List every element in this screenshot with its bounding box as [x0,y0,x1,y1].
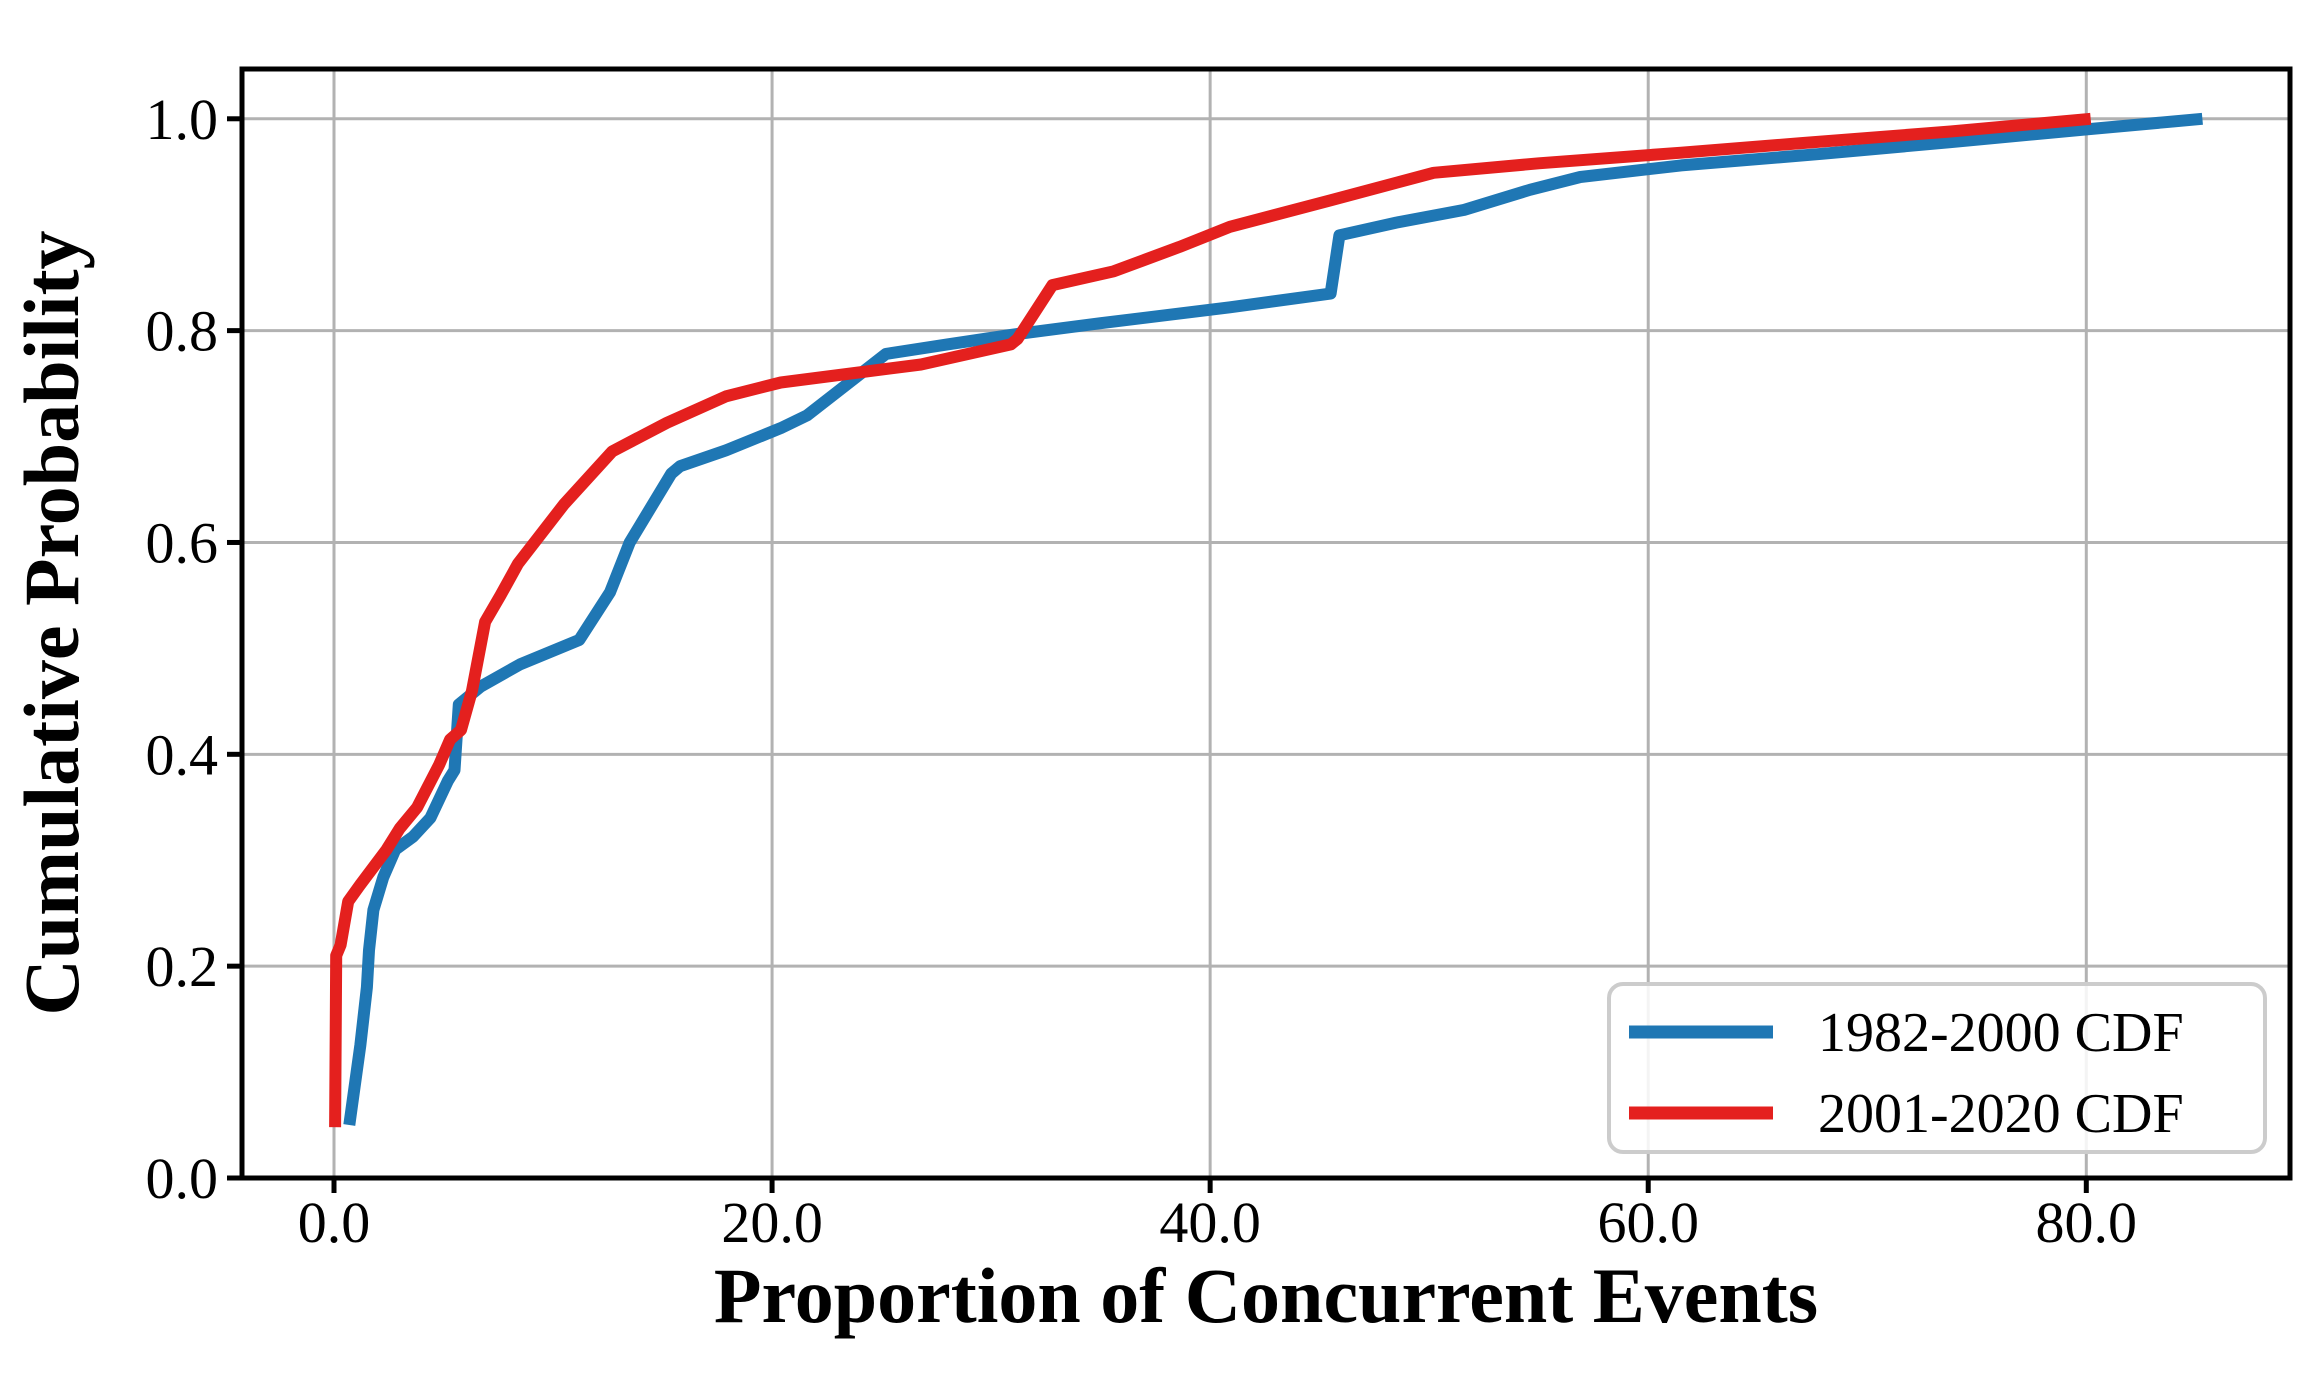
y-tick-label: 0.8 [146,299,219,364]
x-tick-label: 20.0 [721,1190,823,1255]
axis-ticks [227,116,2089,1193]
legend-label-2001-2020: 2001-2020 CDF [1818,1083,2184,1145]
plot-border [239,66,2293,1181]
plot-series [329,112,2203,1128]
y-tick-label: 0.0 [146,1146,219,1211]
y-tick-label: 1.0 [146,87,219,152]
y-tick-label: 0.2 [146,934,219,999]
tick-labels: 0.0 20.0 40.0 60.0 80.0 0.0 0.2 0.4 0.6 0.8 1.0 [146,87,2138,1255]
legend: 1982-2000 CDF 2001-2020 CDF [1607,982,2267,1154]
y-axis-label: Cumulative Probability [8,230,95,1015]
x-tick-label: 0.0 [298,1190,371,1255]
x-axis-label: Proportion of Concurrent Events [714,1252,1818,1339]
x-tick-label: 40.0 [1159,1190,1261,1255]
series-line-1982-2000-cdf [343,112,2203,1126]
y-tick-label: 0.4 [146,722,219,787]
legend-label-1982-2000: 1982-2000 CDF [1818,1002,2184,1064]
x-tick-label: 60.0 [1597,1190,1699,1255]
y-tick-label: 0.6 [146,510,219,575]
x-tick-label: 80.0 [2036,1190,2138,1255]
series-line-2001-2020-cdf [329,112,2092,1128]
